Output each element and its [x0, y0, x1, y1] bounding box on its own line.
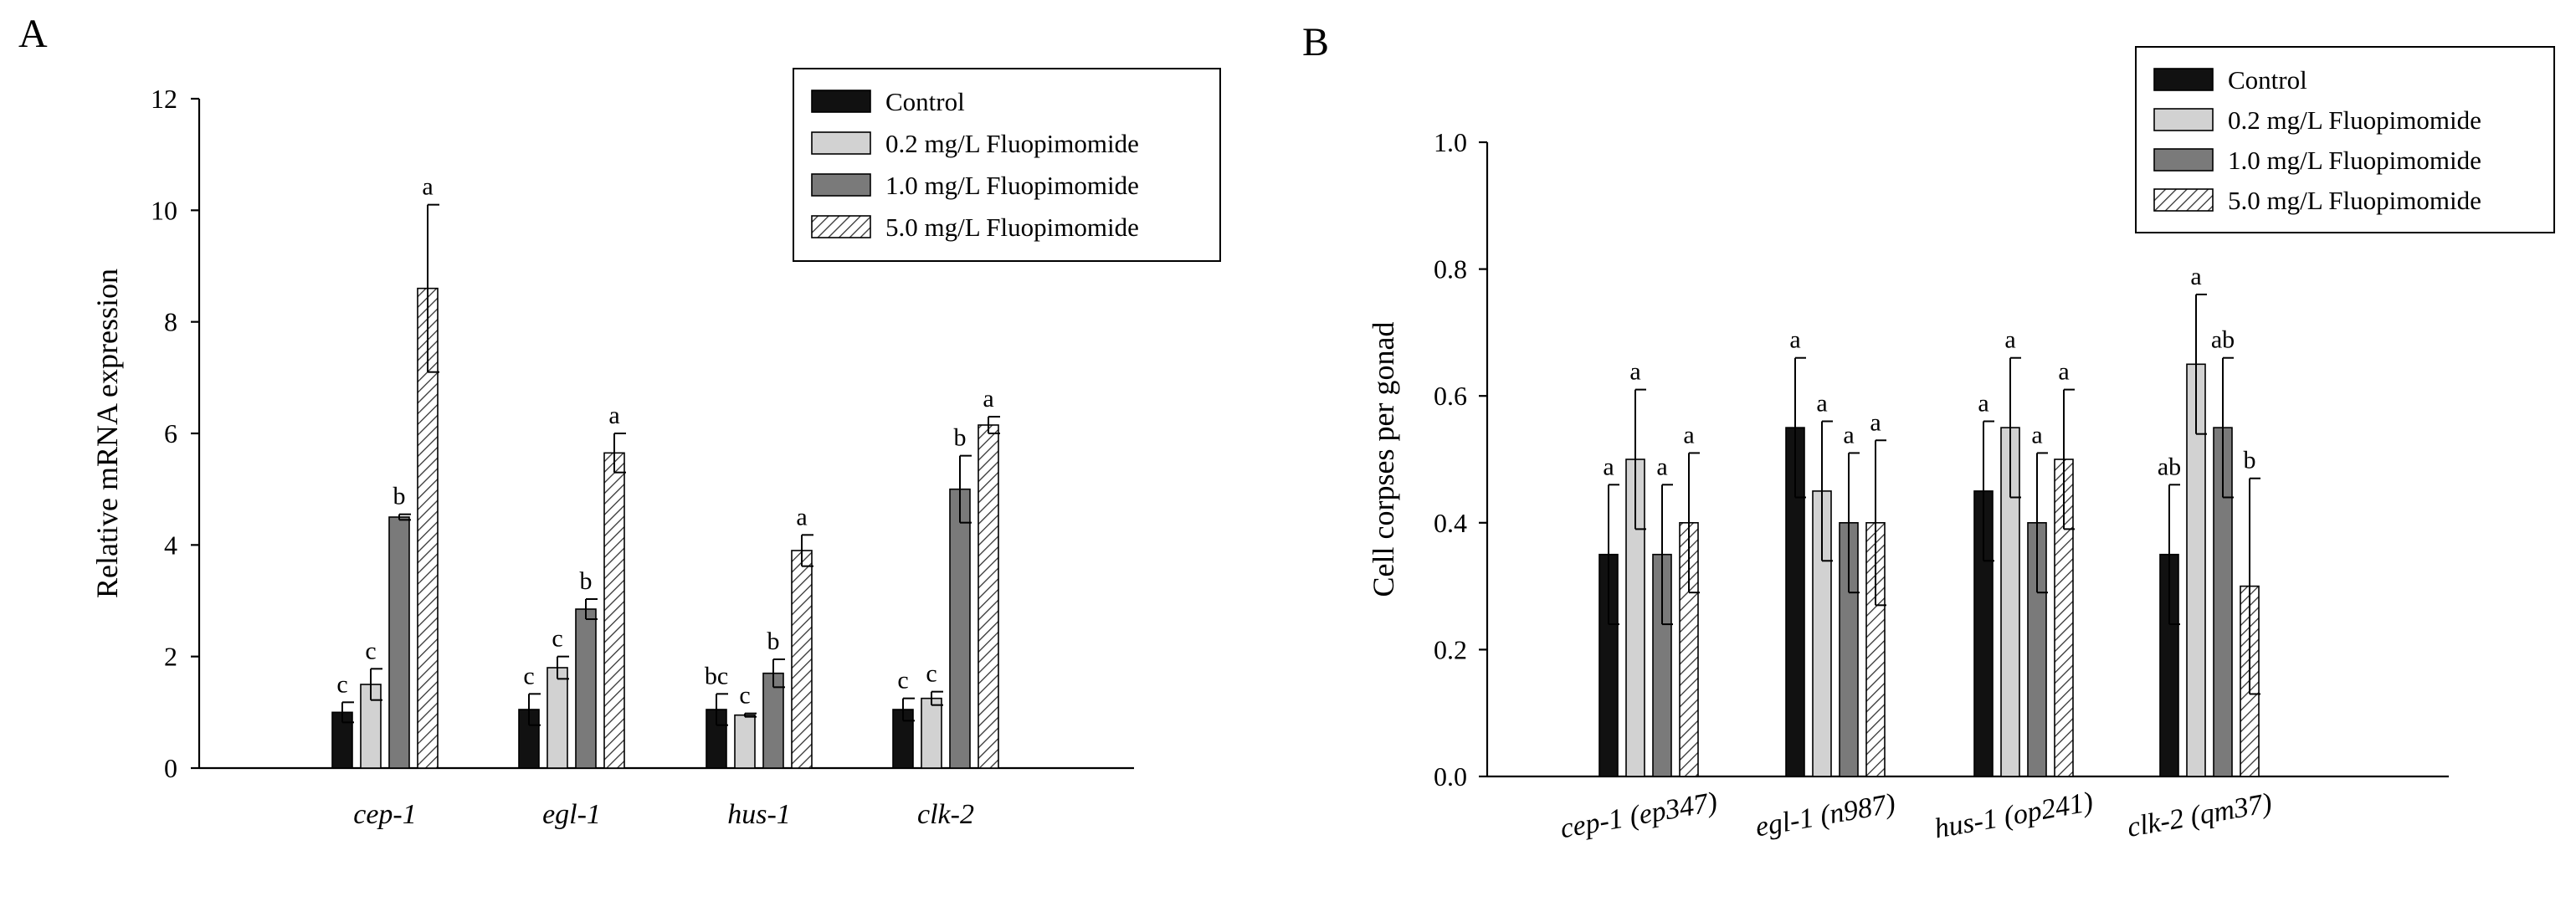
- legend-label: 1.0 mg/L Fluopimomide: [885, 171, 1139, 200]
- y-tick-label: 0.2: [1434, 634, 1467, 664]
- bar: [603, 452, 625, 769]
- significance-label: a: [2004, 326, 2015, 354]
- significance-label: a: [2058, 358, 2069, 386]
- significance-label: a: [1656, 453, 1667, 480]
- significance-label: a: [2031, 421, 2042, 448]
- significance-label: c: [739, 682, 750, 710]
- bar: [978, 424, 999, 769]
- y-tick-label: 0.0: [1434, 761, 1467, 792]
- y-axis-label: Cell corpses per gonad: [1367, 322, 1400, 597]
- significance-label: b: [954, 424, 967, 452]
- legend-swatch: [811, 173, 871, 197]
- significance-label: a: [1629, 358, 1640, 386]
- bar: [547, 667, 568, 769]
- legend-label: Control: [885, 87, 965, 116]
- legend-swatch: [2153, 108, 2214, 131]
- significance-label: c: [552, 625, 562, 653]
- y-axis-label: Relative mRNA expression: [90, 269, 124, 598]
- significance-label: b: [2244, 447, 2256, 474]
- significance-label: c: [523, 662, 534, 689]
- y-tick-label: 12: [151, 84, 177, 114]
- legend: Control 0.2 mg/L Fluopimomide 1.0 mg/L Flu…: [793, 68, 1221, 262]
- category-label: cep-1: [353, 799, 417, 830]
- legend-label: 0.2 mg/L Fluopimomide: [885, 129, 1139, 158]
- significance-label: a: [1978, 390, 1988, 418]
- significance-label: b: [580, 567, 593, 595]
- y-tick-label: 1.0: [1434, 127, 1467, 157]
- legend-swatch: [811, 90, 871, 113]
- y-tick-label: 10: [151, 195, 177, 225]
- legend-swatch: [2153, 148, 2214, 172]
- category-label: egl-1: [542, 799, 601, 830]
- significance-label: a: [2190, 263, 2201, 290]
- bar: [949, 488, 971, 769]
- y-tick-label: 0.4: [1434, 508, 1467, 538]
- significance-label: a: [608, 402, 619, 429]
- legend-label: 5.0 mg/L Fluopimomide: [885, 213, 1139, 242]
- legend-label: 1.0 mg/L Fluopimomide: [2228, 146, 2481, 175]
- bar: [921, 697, 942, 769]
- legend-label: 0.2 mg/L Fluopimomide: [2228, 105, 2481, 135]
- significance-label: a: [1870, 408, 1881, 436]
- significance-label: c: [926, 660, 936, 688]
- legend-swatch: [811, 215, 871, 238]
- y-tick-label: 2: [164, 642, 177, 672]
- significance-label: b: [393, 483, 406, 510]
- legend-swatch: [811, 131, 871, 155]
- y-tick-label: 0.6: [1434, 381, 1467, 411]
- bar: [791, 550, 813, 769]
- y-tick-label: 4: [164, 530, 177, 560]
- y-tick-label: 0: [164, 753, 177, 783]
- significance-label: ab: [2158, 453, 2181, 480]
- significance-label: a: [1843, 421, 1854, 448]
- significance-label: a: [1816, 390, 1827, 418]
- significance-label: c: [336, 670, 347, 698]
- y-tick-label: 8: [164, 307, 177, 337]
- bar: [762, 672, 784, 769]
- significance-label: a: [1683, 421, 1694, 448]
- y-tick-label: 6: [164, 418, 177, 448]
- significance-label: bc: [705, 662, 728, 689]
- significance-label: a: [983, 385, 993, 412]
- category-label: hus-1 (op241): [1932, 786, 2096, 845]
- category-label: hus-1: [727, 799, 791, 830]
- bar: [388, 516, 410, 769]
- significance-label: a: [422, 173, 433, 201]
- legend-label: Control: [2228, 65, 2307, 95]
- significance-label: a: [1603, 453, 1614, 480]
- significance-label: a: [796, 503, 807, 530]
- category-label: clk-2: [917, 799, 974, 830]
- significance-label: ab: [2211, 326, 2235, 354]
- legend-swatch: [2153, 188, 2214, 212]
- panel-label: B: [1302, 20, 1329, 64]
- legend-label: 5.0 mg/L Fluopimomide: [2228, 186, 2481, 215]
- y-tick-label: 0.8: [1434, 254, 1467, 284]
- legend: Control 0.2 mg/L Fluopimomide 1.0 mg/L Flu…: [2135, 46, 2555, 233]
- category-label: cep-1 (ep347): [1558, 786, 1720, 844]
- significance-label: b: [767, 628, 780, 655]
- panel-b: B 0.0 0.2 0.4 0.6 0.8 1.0 Cell corpses per gona…: [1302, 20, 2555, 845]
- panel-label: A: [18, 12, 48, 56]
- significance-label: c: [897, 667, 908, 694]
- category-label: egl-1 (n987): [1753, 788, 1898, 843]
- significance-label: c: [365, 637, 376, 664]
- category-label: clk-2 (qm37): [2125, 787, 2274, 843]
- bar: [575, 608, 597, 769]
- bar: [734, 714, 756, 769]
- significance-label: a: [1789, 326, 1800, 354]
- legend-swatch: [2153, 68, 2214, 91]
